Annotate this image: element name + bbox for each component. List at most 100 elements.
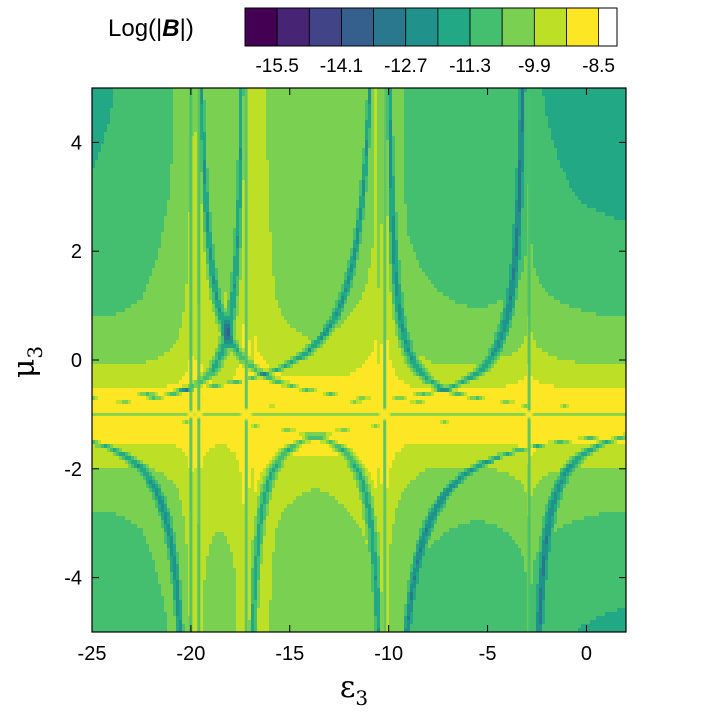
heatmap-cell-run (224, 356, 228, 361)
heatmap-cell-run (443, 492, 450, 497)
heatmap-cell-run (530, 368, 626, 373)
heatmap-cell-run (257, 480, 264, 485)
heatmap-cell-run (266, 128, 366, 133)
heatmap-cell-run (377, 576, 381, 581)
heatmap-cell-run (245, 352, 252, 357)
heatmap-cell-run (419, 580, 528, 585)
heatmap-cell-run (365, 484, 369, 489)
heatmap-cell-run (413, 600, 528, 605)
heatmap-cell-run (248, 552, 252, 557)
heatmap-cell-run (416, 564, 420, 569)
heatmap-cell-run (326, 320, 330, 325)
heatmap-cell-run (269, 504, 288, 509)
heatmap-cell-run (263, 488, 267, 493)
heatmap-cell-run (188, 592, 204, 597)
heatmap-cell-run (173, 96, 198, 101)
y-tick-label: -2 (64, 459, 82, 481)
heatmap-cell-run (392, 176, 396, 181)
heatmap-cell-run (146, 392, 150, 397)
heatmap-cell-run (515, 236, 519, 241)
heatmap-cell-run (512, 320, 528, 325)
heatmap-cell-run (380, 248, 384, 253)
heatmap-cell-run (257, 348, 303, 353)
heatmap-cell-run (92, 616, 168, 621)
heatmap-cell-run (509, 532, 543, 537)
heatmap-cell-run (542, 588, 546, 593)
heatmap-cell-run (377, 100, 384, 105)
heatmap-cell-run (392, 104, 405, 109)
heatmap-cell-run (212, 220, 237, 225)
heatmap-cell-run (389, 88, 393, 93)
heatmap-cell-run (374, 200, 378, 205)
heatmap-cell-run (395, 156, 405, 161)
heatmap-cell-run (437, 380, 441, 385)
heatmap-cell-run (515, 248, 519, 253)
heatmap-cell-run (155, 488, 159, 493)
heatmap-cell-run (554, 504, 558, 509)
heatmap-cell-run (137, 524, 162, 529)
heatmap-cell-run (287, 320, 327, 325)
heatmap-cell-run (233, 264, 240, 269)
heatmap-cell-run (92, 580, 159, 585)
heatmap-cell-run (239, 96, 243, 101)
heatmap-cell-run (254, 608, 258, 613)
heatmap-cell-run (368, 180, 375, 185)
heatmap-cell-run (131, 520, 162, 525)
heatmap-cell-run (173, 564, 177, 569)
heatmap-cell-run (209, 168, 237, 173)
heatmap-cell-run (254, 372, 258, 377)
heatmap-cell-run (362, 148, 366, 153)
colorbar-swatch (405, 7, 439, 47)
heatmap-cell-run (518, 232, 522, 237)
heatmap-cell-run (260, 540, 264, 545)
heatmap-cell-run (353, 264, 357, 269)
heatmap-cell-run (200, 308, 213, 313)
heatmap-cell-run (374, 144, 378, 149)
heatmap-cell-run (353, 400, 357, 405)
heatmap-cell-run (404, 488, 444, 493)
heatmap-cell-run (374, 424, 378, 429)
heatmap-cell-run (518, 188, 522, 193)
heatmap-cell-run (278, 468, 282, 473)
heatmap-cell-run (263, 368, 270, 373)
heatmap-cell-run (368, 112, 372, 117)
heatmap-cell-run (542, 524, 546, 529)
heatmap-cell-run (269, 192, 360, 197)
heatmap-cell-run (539, 280, 626, 285)
heatmap-cell-run (158, 496, 162, 501)
y-tick-label: 4 (71, 132, 82, 154)
heatmap-cell-run (542, 592, 546, 597)
heatmap-cell-run (356, 484, 360, 489)
heatmap-cell-run (170, 188, 192, 193)
heatmap-cell-run (362, 172, 369, 177)
heatmap-cell-run (518, 260, 525, 265)
heatmap-cell-run (290, 356, 294, 361)
heatmap-cell-run (200, 320, 216, 325)
heatmap-cell-run (215, 256, 234, 261)
heatmap-cell-run (344, 452, 351, 457)
heatmap-cell-run (458, 524, 498, 529)
heatmap-cell-run (137, 456, 189, 461)
heatmap-cell-run (425, 468, 465, 473)
heatmap-cell-run (443, 488, 447, 493)
heatmap-cell-run (380, 224, 384, 229)
heatmap-cell-run (536, 596, 540, 601)
heatmap-cell-run (431, 380, 435, 385)
heatmap-cell-run (386, 520, 396, 525)
heatmap-cell-run (104, 140, 174, 145)
heatmap-cell-run (446, 420, 450, 425)
heatmap-cell-run (551, 532, 626, 537)
heatmap-cell-run (554, 440, 558, 445)
heatmap-cell-run (371, 88, 375, 93)
heatmap-cell-run (518, 108, 522, 113)
heatmap-cell-run (512, 448, 516, 453)
heatmap-cell-run (401, 324, 405, 329)
heatmap-cell-run (404, 444, 519, 449)
heatmap-cell-run (572, 520, 626, 525)
heatmap-cell-run (92, 188, 171, 193)
heatmap-cell-run (344, 320, 384, 325)
heatmap-cell-run (239, 220, 243, 225)
heatmap-cell-run (212, 292, 216, 297)
heatmap-cell-run (236, 188, 240, 193)
heatmap-cell-run (389, 172, 393, 177)
